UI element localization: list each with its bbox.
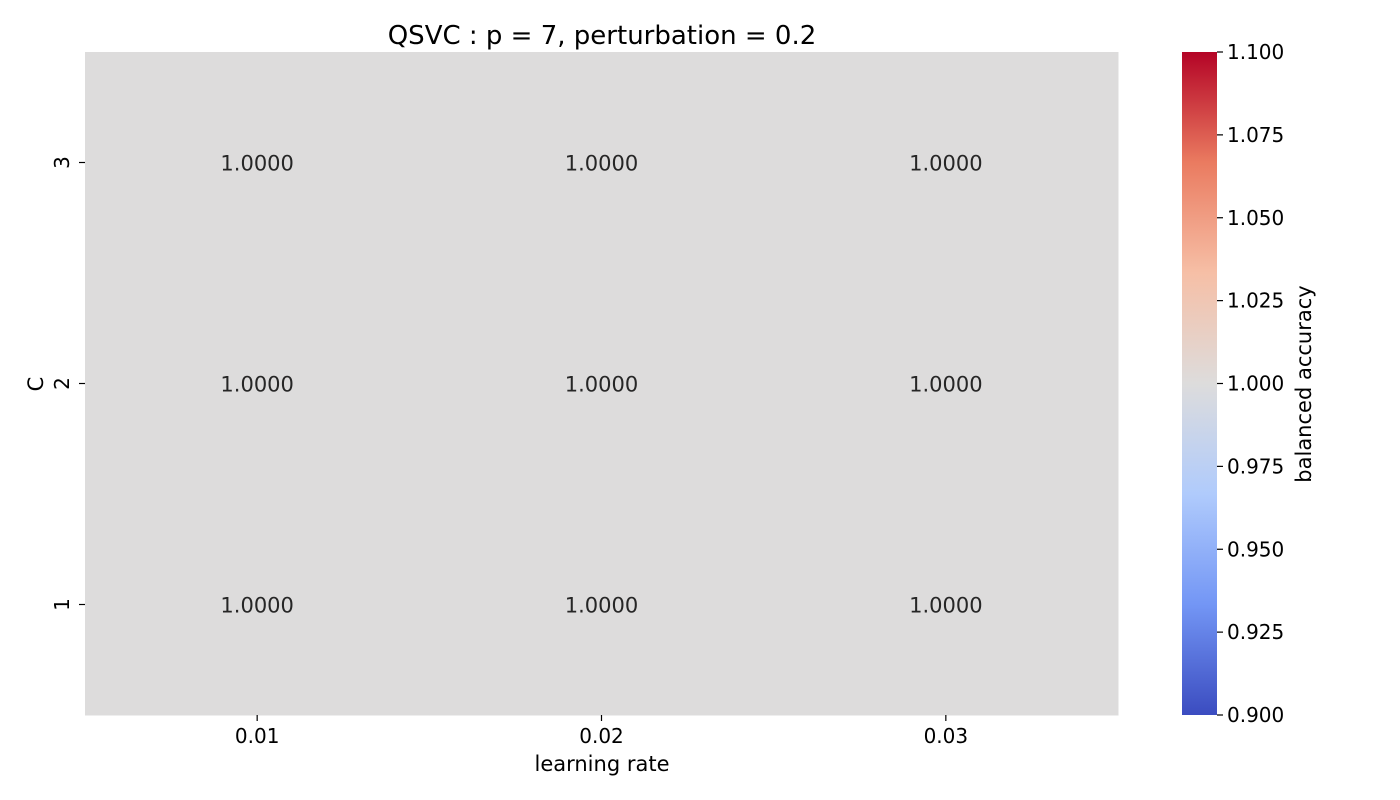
cell-value-label: 1.0000 <box>220 594 293 618</box>
heatmap-cell <box>773 52 1119 274</box>
x-axis-label: learning rate <box>534 752 669 776</box>
y-axis-label: C <box>24 377 48 392</box>
colorbar-tick-label: 1.100 <box>1227 40 1284 64</box>
colorbar-bar <box>1182 52 1217 715</box>
colorbar-tick-label: 1.050 <box>1227 206 1284 230</box>
colorbar-tick-label: 1.025 <box>1227 289 1284 313</box>
colorbar: 0.900 0.925 0.950 0.975 1.000 1.025 1.050 1.075… <box>1182 40 1316 727</box>
x-tick-label: 0.03 <box>924 724 969 748</box>
chart-title: QSVC : p = 7, perturbation = 0.2 <box>388 21 817 51</box>
y-axis: 3 2 1 <box>50 156 85 611</box>
cell-value-label: 1.0000 <box>565 373 638 397</box>
x-tick-label: 0.01 <box>235 724 280 748</box>
cell-value-label: 1.0000 <box>909 594 982 618</box>
heatmap-cell <box>85 494 430 716</box>
colorbar-label: balanced accuracy <box>1292 285 1316 482</box>
colorbar-tick-label: 1.075 <box>1227 123 1284 147</box>
heatmap-cell <box>429 273 775 495</box>
cell-value-label: 1.0000 <box>565 152 638 176</box>
heatmap-cell <box>429 494 775 716</box>
cell-value-label: 1.0000 <box>565 594 638 618</box>
cell-value-label: 1.0000 <box>220 152 293 176</box>
colorbar-tick-label: 0.925 <box>1227 620 1284 644</box>
heatmap-cell <box>773 494 1119 716</box>
cell-value-label: 1.0000 <box>909 373 982 397</box>
cell-value-label: 1.0000 <box>909 152 982 176</box>
y-tick-label: 3 <box>50 156 74 169</box>
colorbar-tick-label: 0.975 <box>1227 454 1284 478</box>
heatmap-cells <box>85 52 1119 716</box>
x-axis: 0.01 0.02 0.03 <box>235 715 968 748</box>
colorbar-tick-label: 1.000 <box>1227 372 1284 396</box>
cell-value-label: 1.0000 <box>220 373 293 397</box>
colorbar-tick-label: 0.950 <box>1227 537 1284 561</box>
heatmap-cell <box>85 52 430 274</box>
colorbar-ticks: 0.900 0.925 0.950 0.975 1.000 1.025 1.050 1.075… <box>1217 40 1284 727</box>
heatmap-cell <box>773 273 1119 495</box>
y-tick-label: 1 <box>50 598 74 611</box>
heatmap-cell-labels: 1.0000 1.0000 1.0000 1.0000 1.0000 1.0000 1.00… <box>220 152 982 618</box>
heatmap-cell <box>85 273 430 495</box>
y-tick-label: 2 <box>50 377 74 390</box>
colorbar-tick-label: 0.900 <box>1227 703 1284 727</box>
heatmap-cell <box>429 52 775 274</box>
x-tick-label: 0.02 <box>579 724 624 748</box>
